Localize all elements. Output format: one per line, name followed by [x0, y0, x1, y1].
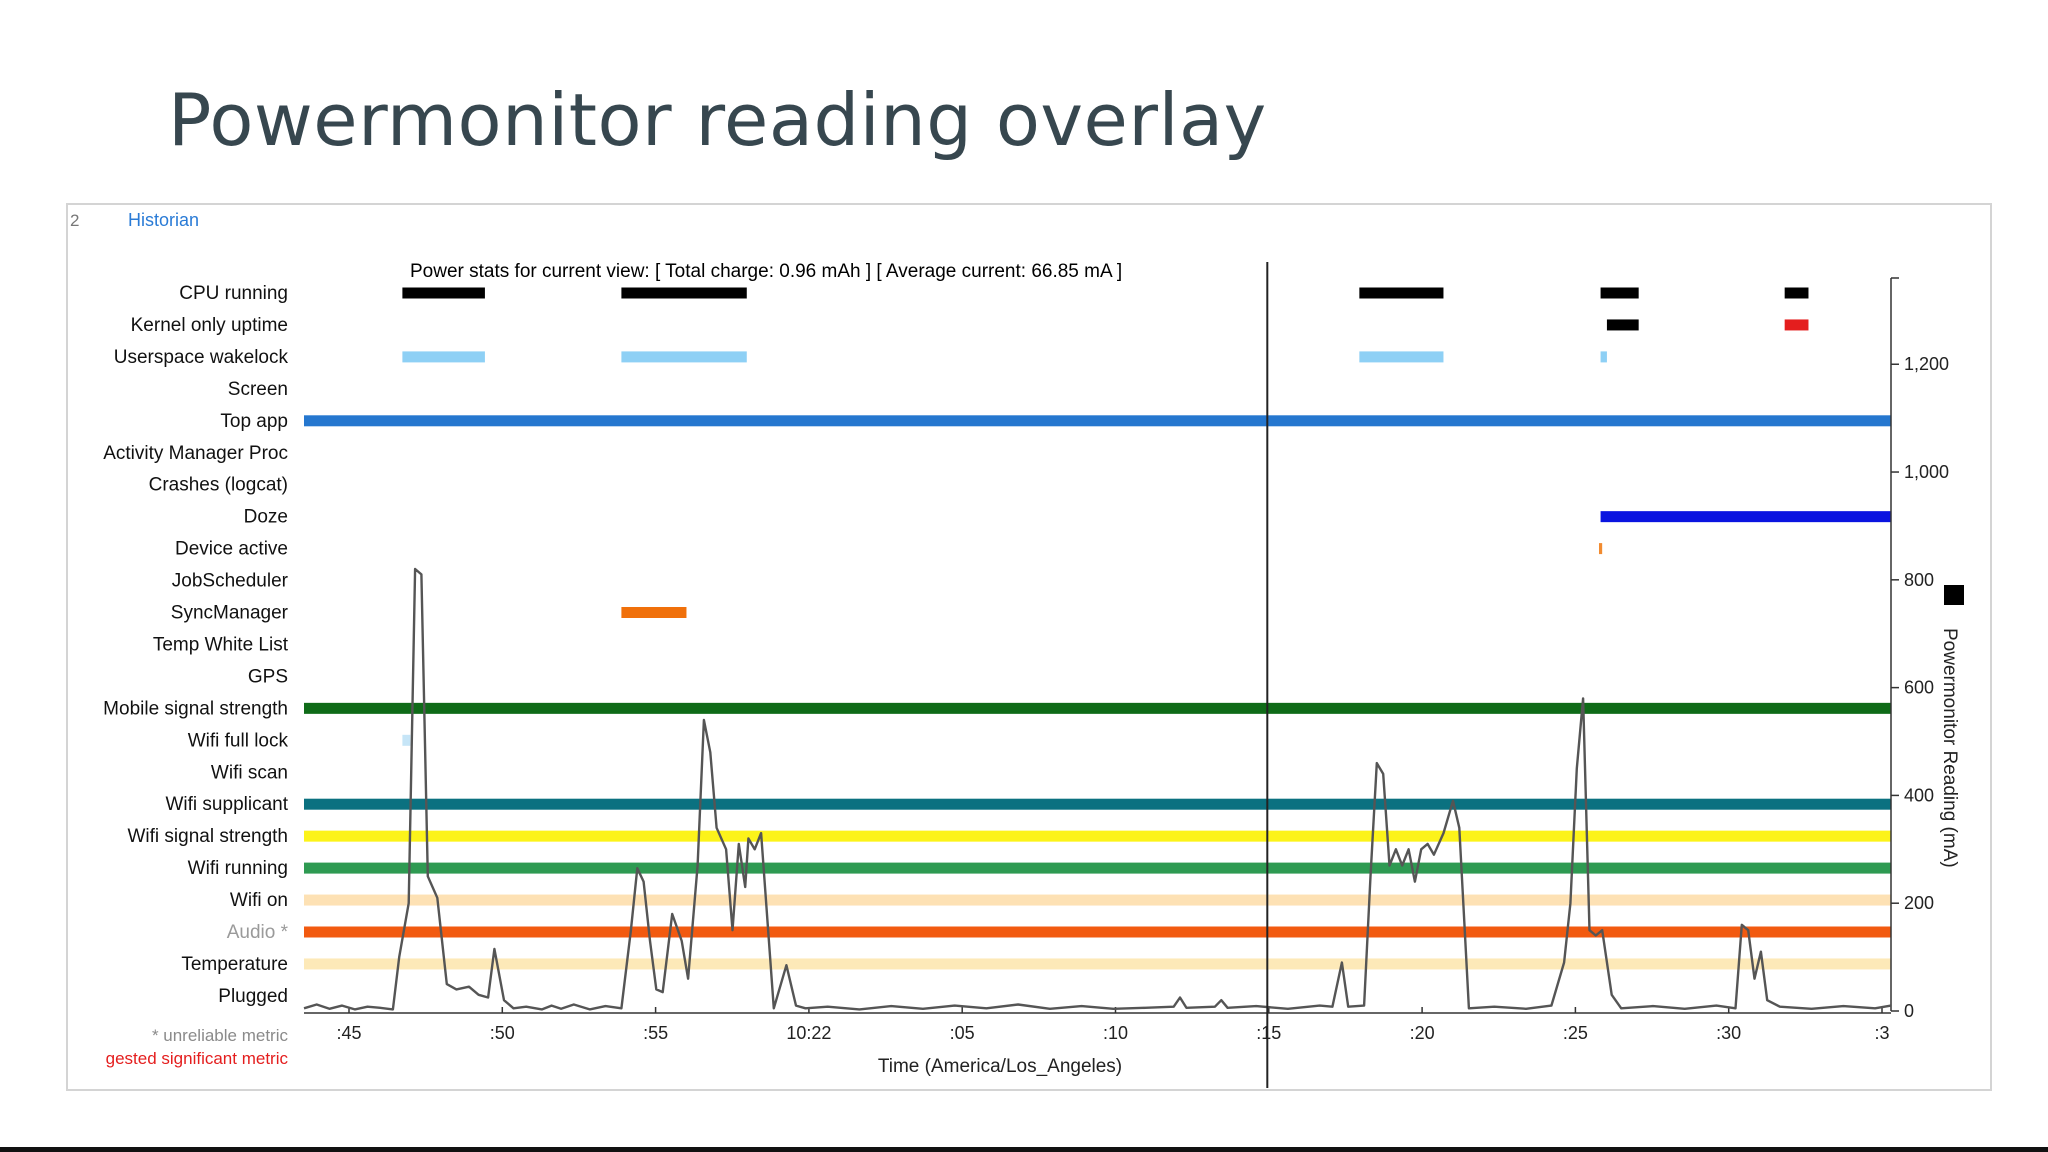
row-label: Plugged: [218, 986, 288, 1007]
row-bar-segment[interactable]: [304, 926, 1891, 938]
row-bar-segment[interactable]: [1784, 287, 1809, 299]
historian-panel: [66, 203, 1992, 1091]
x-tick-label: :55: [643, 1023, 668, 1043]
row-label: Wifi running: [188, 858, 288, 879]
y-tick-label: 600: [1904, 678, 1934, 698]
row-label: Wifi on: [230, 890, 288, 911]
row-bar-segment[interactable]: [621, 287, 747, 299]
row-label: Audio *: [227, 922, 289, 943]
y-axis: 0 200 400 600 800 1,000 1,200: [1890, 277, 1949, 1021]
x-tick-label: :30: [1716, 1023, 1741, 1043]
slide-title: Powermonitor reading overlay: [168, 78, 1267, 162]
row-label: Temperature: [181, 954, 288, 975]
x-tick-label: :15: [1256, 1023, 1281, 1043]
y-tick-label: 0: [1904, 1001, 1914, 1021]
row-label: GPS: [248, 666, 288, 687]
tab-number: 2: [70, 211, 80, 230]
y-tick-label: 200: [1904, 893, 1934, 913]
y-tick-label: 400: [1904, 785, 1934, 805]
row-label: Wifi full lock: [188, 730, 289, 751]
x-tick-label: :05: [950, 1023, 975, 1043]
row-bar-segment[interactable]: [621, 351, 747, 363]
row-label: Doze: [244, 507, 288, 528]
row-bar-segment[interactable]: [304, 798, 1891, 810]
x-tick-label: :3: [1874, 1023, 1889, 1043]
row-label: Userspace wakelock: [114, 347, 289, 368]
row-label: Activity Manager Proc: [103, 443, 288, 464]
row-bar-segment[interactable]: [1359, 287, 1444, 299]
row-label: Device active: [175, 539, 288, 560]
row-bar-segment[interactable]: [402, 287, 485, 299]
row-bar-segment[interactable]: [1600, 287, 1639, 299]
x-tick-label: :10: [1103, 1023, 1128, 1043]
legend-series-swatch: [1944, 585, 1964, 605]
row-bar-segment[interactable]: [304, 415, 1891, 427]
row-label: Top app: [220, 411, 288, 432]
row-label: CPU running: [179, 283, 288, 304]
row-bar-segment[interactable]: [1784, 319, 1809, 331]
row-bar-segment[interactable]: [1598, 543, 1603, 555]
x-tick-label: :45: [336, 1023, 361, 1043]
row-bar-segment[interactable]: [621, 607, 687, 618]
row-bar-segment[interactable]: [304, 958, 1891, 970]
row-bar-segment[interactable]: [1606, 319, 1639, 331]
row-bar-segment[interactable]: [304, 830, 1891, 842]
y-tick-label: 800: [1904, 570, 1934, 590]
row-bars: [304, 287, 1891, 970]
row-label: Wifi scan: [211, 762, 288, 783]
footnote-suggested-significant: gested significant metric: [106, 1049, 289, 1068]
row-bar-segment[interactable]: [304, 862, 1891, 874]
tab-historian[interactable]: Historian: [128, 210, 200, 230]
row-label: Kernel only uptime: [131, 315, 288, 336]
row-label: Temp White List: [153, 634, 289, 655]
bottom-edge-strip: [0, 1147, 2048, 1152]
row-bar-segment[interactable]: [402, 734, 411, 746]
row-label: Wifi signal strength: [127, 826, 288, 847]
power-stats-summary: Power stats for current view: [ Total ch…: [410, 261, 1122, 282]
x-tick-label: 10:22: [786, 1023, 831, 1043]
row-label: Mobile signal strength: [103, 698, 288, 719]
x-tick-label: :20: [1410, 1023, 1435, 1043]
y-axis-title: Powermonitor Reading (mA): [1939, 628, 1960, 868]
row-bar-segment[interactable]: [304, 702, 1891, 714]
row-label: Wifi supplicant: [166, 794, 289, 815]
row-bar-segment[interactable]: [1600, 511, 1891, 523]
footnote-unreliable: * unreliable metric: [152, 1026, 289, 1045]
x-tick-label: :50: [490, 1023, 515, 1043]
x-axis-title: Time (America/Los_Angeles): [878, 1056, 1122, 1077]
row-label: Crashes (logcat): [149, 475, 288, 496]
row-bar-segment[interactable]: [1359, 351, 1444, 363]
y-tick-label: 1,200: [1904, 354, 1949, 374]
power-reading-line: [303, 567, 1892, 1011]
row-labels: CPU running Kernel only uptime Userspace w…: [103, 283, 289, 1007]
y-tick-label: 1,000: [1904, 462, 1949, 482]
row-bar-segment[interactable]: [402, 351, 485, 363]
row-label: JobScheduler: [172, 571, 289, 592]
row-bar-segment[interactable]: [304, 894, 1891, 906]
row-bar-segment[interactable]: [1600, 351, 1607, 363]
row-label: SyncManager: [171, 603, 289, 624]
x-tick-label: :25: [1563, 1023, 1588, 1043]
x-axis: :45 :50 :55 10:22 :05 :10 :15 :20 :25 :30 :3: [304, 1007, 1891, 1043]
row-label: Screen: [228, 379, 288, 400]
